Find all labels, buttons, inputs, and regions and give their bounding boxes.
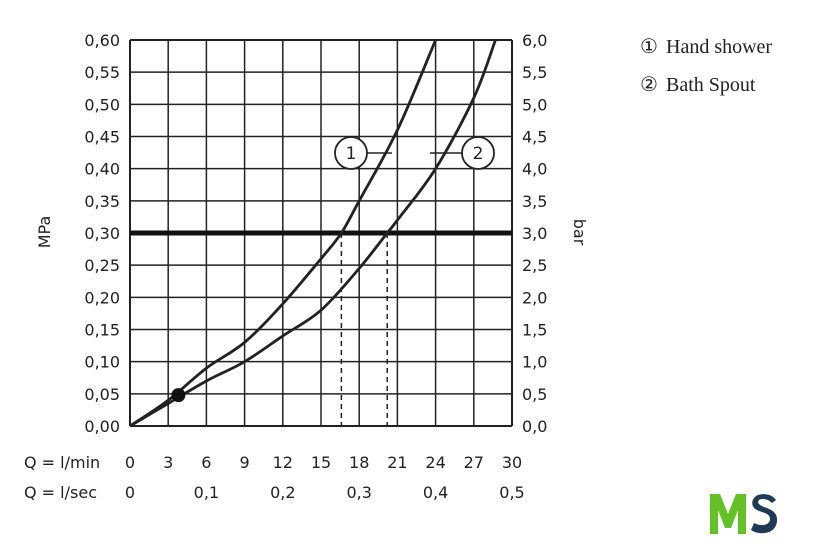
x-lmin-tick-label: 21 (387, 453, 407, 472)
y-right-tick-label: 1,5 (522, 321, 547, 340)
legend-label: Bath Spout (666, 74, 756, 96)
x-lmin-tick-label: 3 (163, 453, 173, 472)
y-left-tick-label: 0,50 (84, 95, 120, 114)
y-left-tick-labels: 0,00 0,05 0,10 0,15 0,20 0,25 0,30 0,35 0,40 0,45… (84, 31, 120, 436)
x-lmin-tick-label: 18 (349, 453, 369, 472)
legend-marker: ② (640, 74, 658, 96)
x-lsec-tick-label: 0,1 (194, 483, 219, 502)
x-lsec-tick-label: 0,5 (499, 483, 524, 502)
y-left-tick-label: 0,60 (84, 31, 120, 50)
ms-logo (710, 494, 778, 534)
y-right-tick-label: 4,0 (522, 160, 547, 179)
x-lmin-tick-label: 9 (240, 453, 250, 472)
legend-item-hand-shower: ① Hand shower (640, 34, 772, 72)
y-left-tick-label: 0,20 (84, 288, 120, 307)
data-point (171, 388, 186, 403)
x-lsec-axis-title: Q = l/sec (24, 483, 97, 502)
y-right-tick-label: 0,5 (522, 385, 547, 404)
x-lmin-tick-label: 30 (502, 453, 522, 472)
x-tick-labels: 0 3 6 9 12 15 18 21 24 27 30 0 0,1 0,2 0,3 0,4 0,5 (125, 453, 525, 502)
y-right-tick-label: 4,5 (522, 128, 547, 147)
callout-circle (461, 136, 495, 170)
y-left-tick-label: 0,30 (84, 224, 120, 243)
y-right-tick-label: 5,0 (522, 95, 547, 114)
x-lsec-tick-label: 0 (125, 483, 135, 502)
x-lmin-tick-label: 6 (201, 453, 211, 472)
x-lmin-axis-title: Q = l/min (24, 453, 100, 472)
x-lsec-tick-label: 0,4 (423, 483, 448, 502)
callout-number: 2 (473, 144, 484, 164)
y-left-tick-label: 0,55 (84, 63, 120, 82)
y-left-tick-label: 0,00 (84, 417, 120, 436)
y-right-tick-label: 2,5 (522, 256, 547, 275)
y-right-tick-label: 6,0 (522, 31, 547, 50)
x-lsec-tick-label: 0,2 (270, 483, 295, 502)
legend: ① Hand shower ② Bath Spout (640, 34, 772, 110)
x-lsec-tick-label: 0,3 (346, 483, 371, 502)
legend-label: Hand shower (666, 36, 773, 58)
series-line-hand-shower (129, 39, 437, 428)
y-right-tick-label: 1,0 (522, 353, 547, 372)
x-lmin-tick-label: 12 (273, 453, 293, 472)
y-left-tick-label: 0,35 (84, 192, 120, 211)
x-lmin-tick-label: 15 (311, 453, 331, 472)
callout-circle (334, 136, 368, 170)
y-left-tick-label: 0,25 (84, 256, 120, 275)
callout-number: 1 (346, 144, 357, 164)
y-left-tick-label: 0,10 (84, 353, 120, 372)
y-right-tick-label: 3,0 (522, 224, 547, 243)
y-right-tick-label: 0,0 (522, 417, 547, 436)
y-right-tick-label: 3,5 (522, 192, 547, 211)
y-right-tick-label: 5,5 (522, 63, 547, 82)
x-lmin-tick-label: 27 (464, 453, 484, 472)
y-left-axis-title: MPa (35, 216, 54, 249)
legend-item-bath-spout: ② Bath Spout (640, 72, 772, 110)
legend-marker: ① (640, 36, 658, 58)
y-left-tick-label: 0,15 (84, 321, 120, 340)
y-right-tick-label: 2,0 (522, 288, 547, 307)
x-lmin-tick-label: 0 (125, 453, 135, 472)
y-left-tick-label: 0,05 (84, 385, 120, 404)
y-left-tick-label: 0,45 (84, 128, 120, 147)
x-lmin-tick-label: 24 (425, 453, 445, 472)
y-left-tick-label: 0,40 (84, 160, 120, 179)
y-right-axis-title: bar (570, 219, 589, 246)
series-line-bath-spout (129, 39, 497, 428)
y-right-tick-labels: 0,0 0,5 1,0 1,5 2,0 2,5 3,0 3,5 4,0 4,5 5,0 5,5 6,0 (522, 31, 547, 436)
